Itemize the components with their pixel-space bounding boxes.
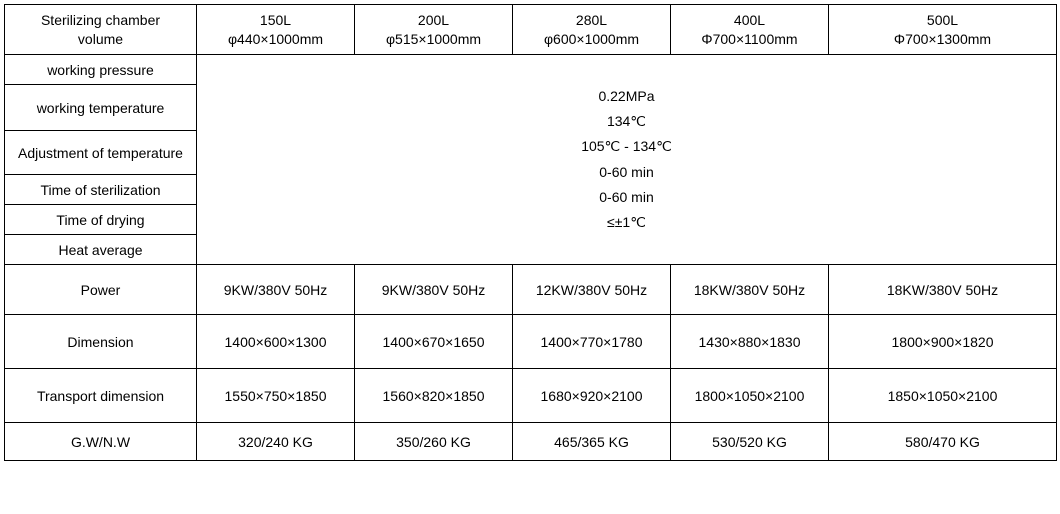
cell-trans-3: 1800×1050×2100: [671, 369, 829, 423]
model-dim: Φ700×1100mm: [701, 31, 797, 47]
model-col-2: 280L φ600×1000mm: [513, 5, 671, 55]
row-working-pressure: working pressure 0.22MPa 134℃ 105℃ - 134…: [5, 55, 1057, 85]
cell-dim-2: 1400×770×1780: [513, 315, 671, 369]
row-power: Power 9KW/380V 50Hz 9KW/380V 50Hz 12KW/3…: [5, 265, 1057, 315]
model-cap: 200L: [418, 12, 449, 28]
cell-power-0: 9KW/380V 50Hz: [197, 265, 355, 315]
common-line: 134℃: [607, 113, 646, 129]
common-line: 0-60 min: [599, 189, 653, 205]
model-col-3: 400L Φ700×1100mm: [671, 5, 829, 55]
label-gwnw: G.W/N.W: [5, 423, 197, 461]
cell-trans-1: 1560×820×1850: [355, 369, 513, 423]
common-line: 0-60 min: [599, 164, 653, 180]
cell-power-4: 18KW/380V 50Hz: [829, 265, 1057, 315]
cell-gw-4: 580/470 KG: [829, 423, 1057, 461]
common-line: 105℃ - 134℃: [581, 138, 672, 154]
common-line: ≤±1℃: [607, 214, 646, 230]
header-l2: volume: [78, 31, 123, 47]
cell-power-1: 9KW/380V 50Hz: [355, 265, 513, 315]
common-line: 0.22MPa: [598, 88, 654, 104]
cell-power-2: 12KW/380V 50Hz: [513, 265, 671, 315]
label-heat-average: Heat average: [5, 235, 197, 265]
cell-power-3: 18KW/380V 50Hz: [671, 265, 829, 315]
cell-dim-3: 1430×880×1830: [671, 315, 829, 369]
cell-dim-1: 1400×670×1650: [355, 315, 513, 369]
cell-dim-0: 1400×600×1300: [197, 315, 355, 369]
label-working-temperature: working temperature: [5, 85, 197, 131]
model-dim: φ515×1000mm: [386, 31, 481, 47]
label-time-drying: Time of drying: [5, 205, 197, 235]
label-working-pressure: working pressure: [5, 55, 197, 85]
model-col-4: 500L Φ700×1300mm: [829, 5, 1057, 55]
model-col-1: 200L φ515×1000mm: [355, 5, 513, 55]
cell-trans-0: 1550×750×1850: [197, 369, 355, 423]
label-time-sterilization: Time of sterilization: [5, 175, 197, 205]
label-transport: Transport dimension: [5, 369, 197, 423]
model-cap: 500L: [927, 12, 958, 28]
model-cap: 400L: [734, 12, 765, 28]
cell-gw-3: 530/520 KG: [671, 423, 829, 461]
cell-dim-4: 1800×900×1820: [829, 315, 1057, 369]
label-dimension: Dimension: [5, 315, 197, 369]
cell-trans-4: 1850×1050×2100: [829, 369, 1057, 423]
model-dim: φ600×1000mm: [544, 31, 639, 47]
label-power: Power: [5, 265, 197, 315]
model-cap: 280L: [576, 12, 607, 28]
cell-gw-1: 350/260 KG: [355, 423, 513, 461]
cell-gw-2: 465/365 KG: [513, 423, 671, 461]
model-col-0: 150L φ440×1000mm: [197, 5, 355, 55]
model-dim: Φ700×1300mm: [894, 31, 991, 47]
cell-gw-0: 320/240 KG: [197, 423, 355, 461]
row-gwnw: G.W/N.W 320/240 KG 350/260 KG 465/365 KG…: [5, 423, 1057, 461]
label-adj-temperature: Adjustment of temperature: [5, 131, 197, 175]
cell-trans-2: 1680×920×2100: [513, 369, 671, 423]
table-header-row: Sterilizing chamber volume 150L φ440×100…: [5, 5, 1057, 55]
model-cap: 150L: [260, 12, 291, 28]
header-param-label: Sterilizing chamber volume: [5, 5, 197, 55]
common-specs-block: 0.22MPa 134℃ 105℃ - 134℃ 0-60 min 0-60 m…: [197, 55, 1057, 265]
row-dimension: Dimension 1400×600×1300 1400×670×1650 14…: [5, 315, 1057, 369]
spec-table: Sterilizing chamber volume 150L φ440×100…: [4, 4, 1057, 461]
model-dim: φ440×1000mm: [228, 31, 323, 47]
row-transport: Transport dimension 1550×750×1850 1560×8…: [5, 369, 1057, 423]
header-l1: Sterilizing chamber: [41, 12, 160, 28]
